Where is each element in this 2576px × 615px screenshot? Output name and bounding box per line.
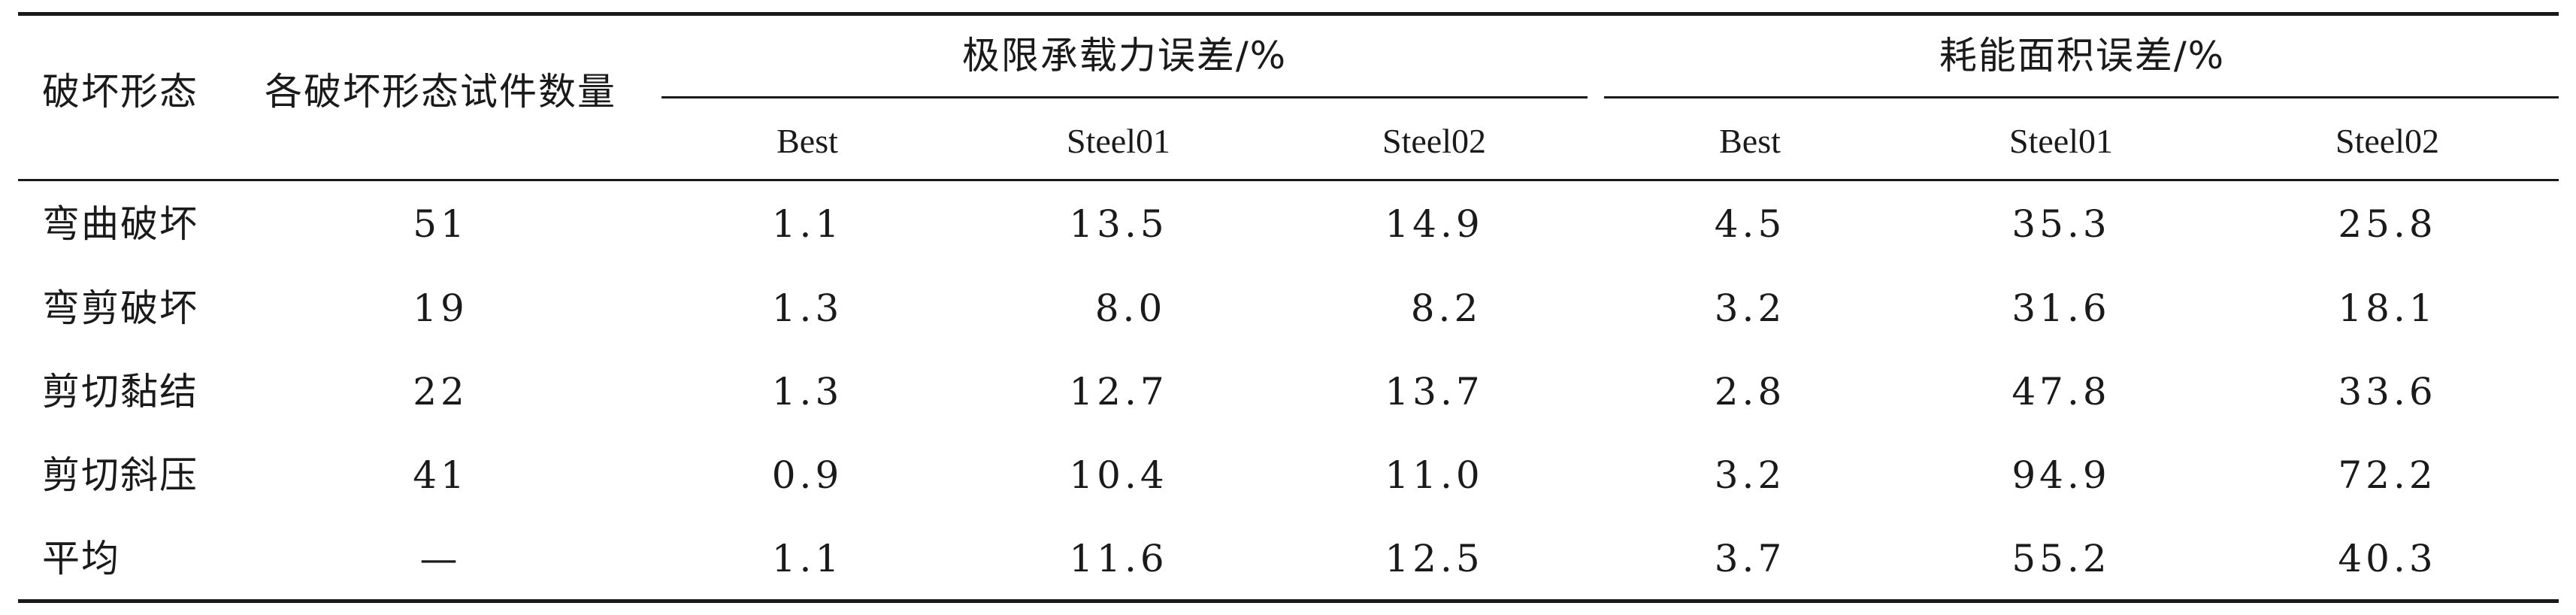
row-diagonal-compression-mode: 剪切斜压 [42,453,198,497]
row-average-ultimate-best: 1.1 [771,537,843,580]
row-diagonal-compression-ultimate-best: 0.9 [771,453,843,497]
subheader-energy-best: Best [1719,122,1781,160]
row-diagonal-compression-ultimate-steel02: 11.0 [1385,453,1484,497]
row-shear-bond-count: 22 [413,370,468,414]
header-ultimate-error: 极限承载力误差/% [961,34,1288,77]
row-shear-bond-energy-best: 2.8 [1714,370,1786,414]
row-flexural-shear-ultimate-steel01: 8.0 [1094,286,1167,330]
row-average-count: — [419,537,462,580]
subheader-ultimate-steel01: Steel01 [1067,122,1170,160]
header-rule [18,179,2559,181]
header-energy-error: 耗能面积误差/% [1939,34,2226,77]
row-shear-bond-energy-steel02: 33.6 [2338,370,2437,414]
row-average-energy-best: 3.7 [1714,537,1786,580]
row-average-energy-steel01: 55.2 [2011,537,2111,580]
row-flexural-mode: 弯曲破坏 [42,202,198,246]
row-flexural-ultimate-steel02: 14.9 [1385,202,1484,246]
row-diagonal-compression-ultimate-steel01: 10.4 [1069,453,1168,497]
row-shear-bond-energy-steel01: 47.8 [2011,370,2111,414]
row-flexural-shear-energy-steel02: 18.1 [2338,286,2437,330]
row-flexural-ultimate-best: 1.1 [771,202,843,246]
row-diagonal-compression-count: 41 [413,453,468,497]
row-average-ultimate-steel01: 11.6 [1069,537,1168,580]
row-average-mode: 平均 [42,537,120,580]
row-flexural-shear-energy-steel01: 31.6 [2011,286,2111,330]
row-flexural-shear-mode: 弯剪破坏 [42,286,198,330]
bottom-rule [18,599,2559,603]
subheader-energy-steel02: Steel02 [2335,122,2439,160]
row-flexural-ultimate-steel01: 13.5 [1069,202,1168,246]
header-specimen-count: 各破坏形态试件数量 [265,70,616,114]
row-shear-bond-ultimate-steel02: 13.7 [1385,370,1484,414]
row-flexural-shear-ultimate-steel02: 8.2 [1410,286,1482,330]
row-average-energy-steel02: 40.3 [2338,537,2437,580]
row-diagonal-compression-energy-best: 3.2 [1714,453,1786,497]
header-failure-mode: 破坏形态 [42,70,198,114]
row-shear-bond-mode: 剪切黏结 [42,370,198,414]
top-rule [18,12,2559,16]
row-shear-bond-ultimate-best: 1.3 [771,370,843,414]
subheader-ultimate-best: Best [776,122,838,160]
row-average-ultimate-steel02: 12.5 [1385,537,1484,580]
row-flexural-shear-energy-best: 3.2 [1714,286,1786,330]
row-diagonal-compression-energy-steel02: 72.2 [2338,453,2437,497]
row-flexural-energy-best: 4.5 [1714,202,1786,246]
row-flexural-count: 51 [413,202,468,246]
ultimate-group-rule [661,96,1588,98]
row-flexural-shear-ultimate-best: 1.3 [771,286,843,330]
row-flexural-energy-steel02: 25.8 [2338,202,2437,246]
subheader-energy-steel01: Steel01 [2009,122,2113,160]
row-flexural-energy-steel01: 35.3 [2011,202,2111,246]
row-diagonal-compression-energy-steel01: 94.9 [2011,453,2111,497]
row-flexural-shear-count: 19 [413,286,468,330]
row-shear-bond-ultimate-steel01: 12.7 [1069,370,1168,414]
energy-group-rule [1604,96,2559,98]
subheader-ultimate-steel02: Steel02 [1382,122,1486,160]
